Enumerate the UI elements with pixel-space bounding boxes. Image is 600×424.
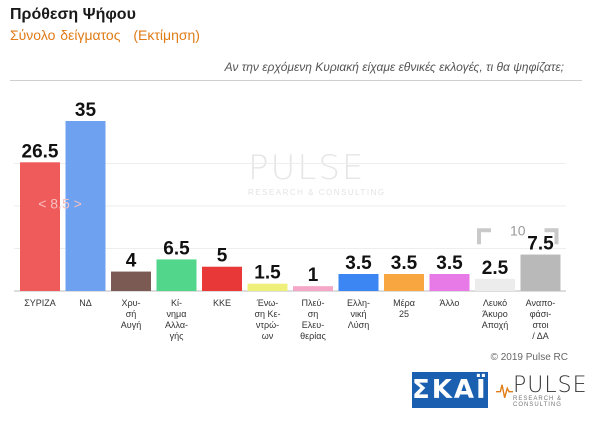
tick-label-6: Πλεύ-ση Ελευ-θερίας (300, 298, 326, 341)
tick-label-line: Άλλο (440, 298, 460, 308)
tick-label-line: ΣΥΡΙΖΑ (24, 298, 56, 308)
value-label-5: 1.5 (254, 263, 281, 284)
tick-label-line: ΚΚΕ (213, 298, 231, 308)
subtitle-note: (Εκτίμηση) (133, 27, 200, 43)
tick-label-line: Ελλη- (347, 298, 370, 308)
chart-subtitle: Σύνολο δείγματος (Εκτίμηση) (10, 27, 200, 43)
bar-3 (156, 259, 197, 291)
tick-label-line: Αποχή (482, 320, 509, 330)
tick-label-line: νημα (167, 309, 187, 319)
pulse-logo-sub: RESEARCH & CONSULTING (513, 395, 563, 408)
value-label-9: 3.5 (436, 253, 463, 274)
tick-label-1: ΝΔ (79, 298, 92, 308)
tick-label-line: σή (126, 309, 137, 319)
survey-question: Αν την ερχόμενη Κυριακή είχαμε εθνικές ε… (224, 60, 564, 74)
tick-label-line: ση Κε- (254, 309, 280, 319)
tick-label-line: Αλλα- (165, 320, 188, 330)
tick-label-line: ση (308, 309, 319, 319)
value-label-7: 3.5 (345, 253, 372, 274)
chart-title: Πρόθεση Ψήφου (10, 6, 136, 23)
tick-label-line: Άκυρο (482, 309, 508, 319)
value-label-11: 7.5 (527, 234, 554, 255)
tick-label-line: Αυγή (121, 320, 141, 330)
bracket-right (544, 228, 559, 245)
header-divider (10, 80, 582, 81)
bar-10 (475, 278, 515, 291)
bar-chart: 26.5 ΣΥΡΙΖΑ 35 ΝΔ 4 Χρυ-σή Αυγή 6.5 Κί-νημα Αλλα-… (14, 100, 566, 341)
tick-label-line: Μέρα (393, 298, 415, 308)
tick-label-3: Κί-νημα Αλλα-γής (165, 298, 188, 341)
tick-label-2: Χρυ-σή Αυγή (121, 298, 141, 330)
bar-6 (293, 286, 333, 291)
copyright-text: © 2019 Pulse RC (490, 352, 568, 363)
bracket-label: 10 (510, 222, 526, 238)
logo-bar: ΣΚΑΪ PULSE RESEARCH & CONSULTING (412, 372, 600, 408)
watermark-sub: RESEARCH & CONSULTING (248, 188, 386, 197)
tick-label-7: Ελλη-νική Λύση (347, 298, 370, 330)
tick-label-line: ντρώ- (256, 320, 279, 330)
tick-label-line: Ελευ- (302, 320, 324, 330)
bar-11 (520, 254, 561, 291)
pulse-wave-icon (495, 384, 514, 398)
value-label-3: 6.5 (163, 238, 190, 259)
tick-label-8: Μέρα 25 (393, 298, 415, 319)
tick-label-4: ΚΚΕ (213, 298, 231, 308)
bar-8 (384, 274, 424, 291)
tick-label-line: στοι (533, 320, 549, 330)
tick-label-9: Άλλο (440, 298, 460, 308)
bar-0 (20, 162, 60, 291)
tick-label-line: γής (170, 331, 185, 341)
tick-label-0: ΣΥΡΙΖΑ (24, 298, 56, 308)
value-label-6: 1 (308, 265, 319, 286)
tick-label-line: 25 (399, 309, 409, 319)
value-label-0: 26.5 (22, 141, 59, 162)
pulse-logo: PULSE RESEARCH & CONSULTING (495, 372, 600, 408)
tick-label-line: ΝΔ (79, 298, 92, 308)
pulse-logo-name: PULSE (513, 372, 588, 398)
tick-label-line: φάσι- (530, 309, 552, 319)
tick-label-line: ων (262, 331, 274, 341)
bar-1 (65, 121, 106, 291)
value-label-10: 2.5 (482, 258, 509, 279)
value-label-8: 3.5 (391, 253, 418, 274)
tick-label-line: Κί- (171, 298, 182, 308)
tick-label-line: Χρυ- (121, 298, 140, 308)
tick-label-line: Αναπο- (526, 298, 556, 308)
bar-7 (338, 274, 379, 291)
tick-label-11: Αναπο-φάσι-στοι / ΔΑ (526, 298, 556, 341)
bar-4 (202, 266, 242, 291)
value-label-4: 5 (217, 246, 228, 267)
tick-label-line: Λευκό (483, 298, 507, 308)
tick-label-line: Λύση (348, 320, 370, 330)
skai-logo: ΣΚΑΪ (412, 372, 488, 408)
subtitle-sample: Σύνολο δείγματος (10, 27, 121, 43)
tick-label-10: Λευκό Άκυρο Αποχή (482, 298, 509, 330)
tick-label-line: θερίας (300, 331, 326, 341)
tick-label-line: νική (350, 309, 366, 319)
tick-label-line: Πλεύ- (302, 298, 325, 308)
watermark-logo: PULSE (248, 148, 366, 188)
value-label-1: 35 (75, 100, 97, 121)
tick-label-line: Ένω- (256, 298, 279, 308)
bar-9 (429, 274, 470, 291)
tick-label-line: / ΔΑ (532, 331, 549, 341)
bar-5 (247, 283, 288, 291)
value-label-2: 4 (126, 251, 137, 272)
tick-label-5: Ένω-ση Κε-ντρώ-ων (254, 298, 280, 341)
gap-annotation: < 8.5 > (38, 195, 82, 211)
bar-2 (111, 271, 151, 291)
bracket-left (477, 228, 491, 245)
